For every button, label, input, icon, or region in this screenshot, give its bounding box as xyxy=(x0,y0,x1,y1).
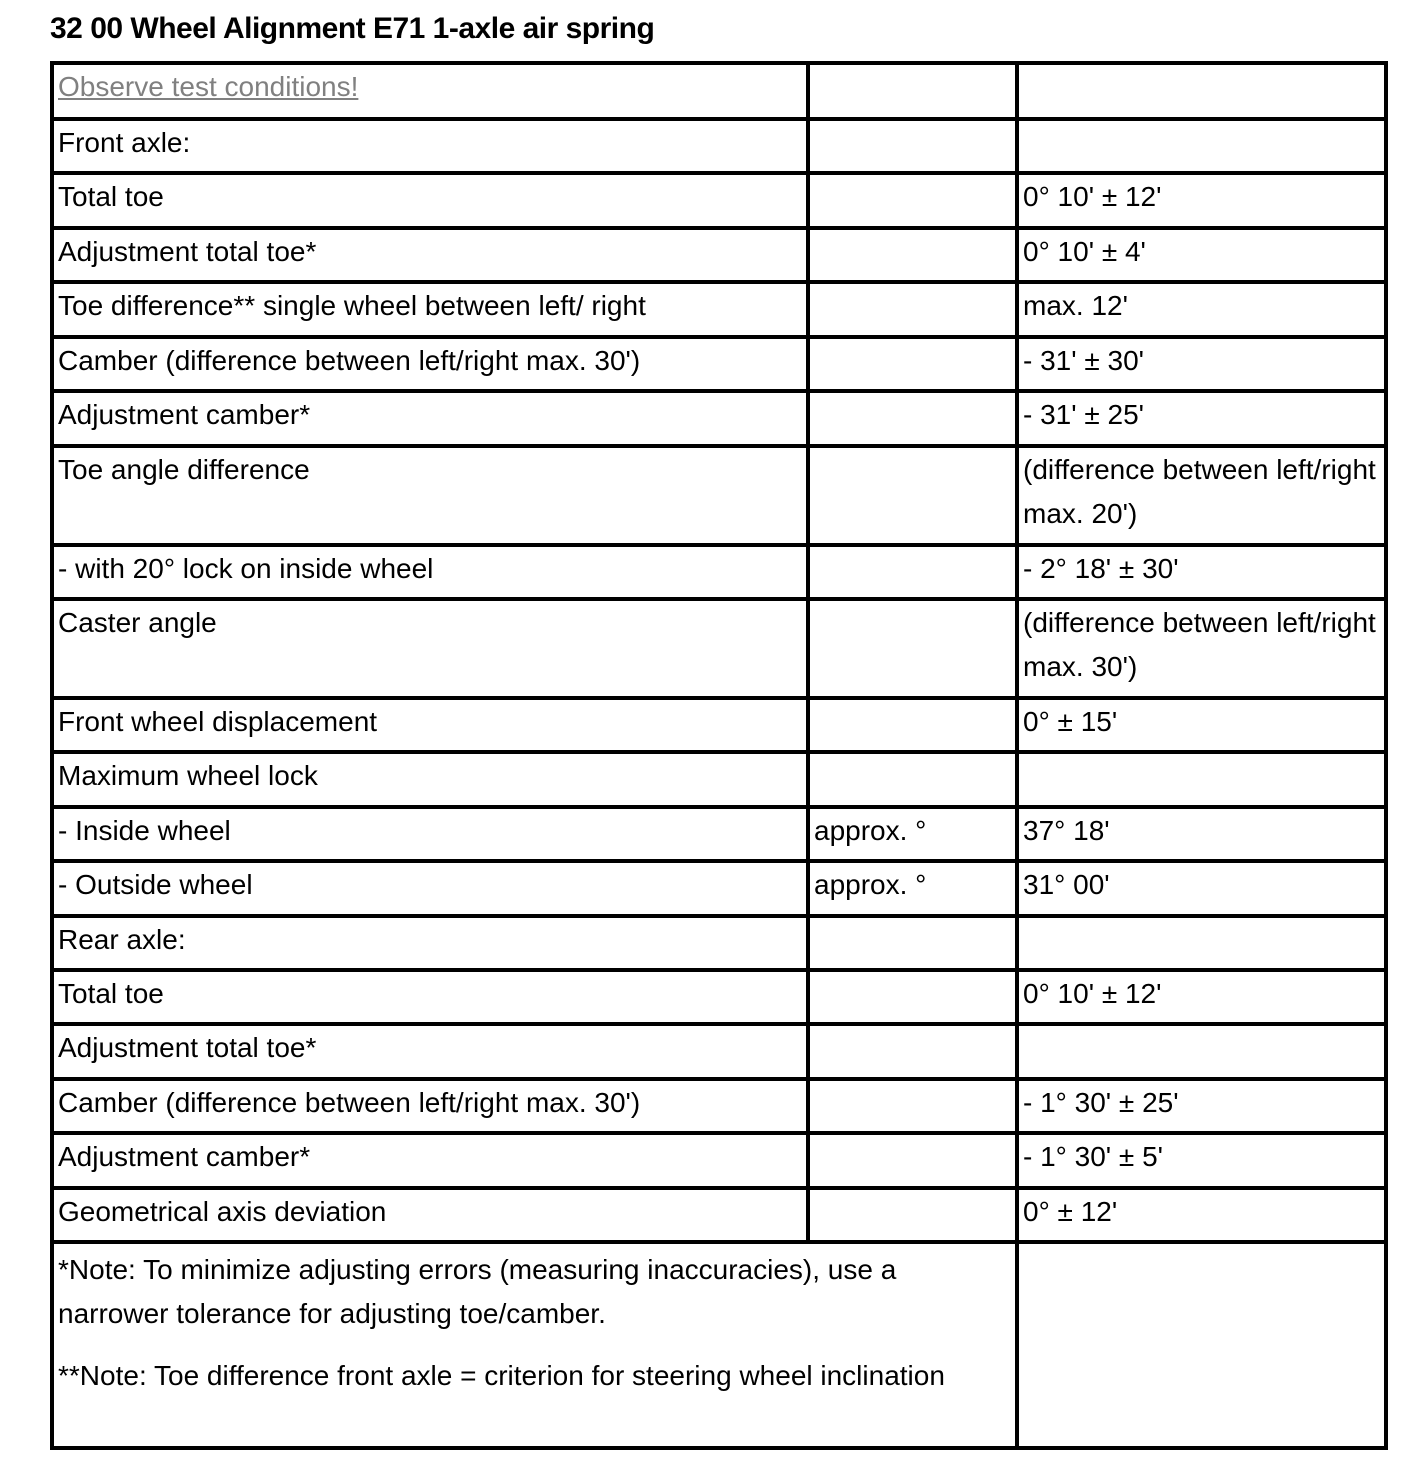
table-row: - with 20° lock on inside wheel - 2° 18' … xyxy=(50,543,1388,601)
label-cell: Toe angle difference xyxy=(50,444,810,547)
table-row: Rear axle: xyxy=(50,914,1388,972)
unit-cell xyxy=(806,968,1019,1026)
empty-cell xyxy=(1015,1240,1388,1450)
label-cell: Geometrical axis deviation xyxy=(50,1186,810,1244)
unit-cell: approx. ° xyxy=(806,859,1019,918)
value-cell: - 31' ± 30' xyxy=(1015,335,1388,393)
value-cell: 0° 10' ± 4' xyxy=(1015,226,1388,284)
table-row: Geometrical axis deviation 0° ± 12' xyxy=(50,1186,1388,1244)
label-cell: - with 20° lock on inside wheel xyxy=(50,543,810,601)
label-cell: Adjustment total toe* xyxy=(50,1022,810,1081)
table-row: Camber (difference between left/right ma… xyxy=(50,335,1388,393)
value-cell: 37° 18' xyxy=(1015,805,1388,863)
label-cell: Rear axle: xyxy=(50,914,810,972)
label-cell: Front wheel displacement xyxy=(50,696,810,754)
value-cell: - 2° 18' ± 30' xyxy=(1015,543,1388,601)
observe-test-conditions-link[interactable]: Observe test conditions! xyxy=(58,71,359,102)
unit-cell xyxy=(806,1022,1019,1081)
unit-cell xyxy=(806,597,1019,700)
table-row: Total toe 0° 10' ± 12' xyxy=(50,968,1388,1026)
label-cell: Total toe xyxy=(50,171,810,230)
unit-cell xyxy=(806,335,1019,393)
label-cell: - Inside wheel xyxy=(50,805,810,863)
note-text: **Note: Toe difference front axle = crit… xyxy=(58,1360,945,1391)
label-cell: Adjustment total toe* xyxy=(50,226,810,284)
unit-cell xyxy=(806,444,1019,547)
label-cell: Adjustment camber* xyxy=(50,1131,810,1190)
label-cell: Caster angle xyxy=(50,597,810,700)
value-cell: 0° ± 15' xyxy=(1015,696,1388,754)
value-cell: - 1° 30' ± 5' xyxy=(1015,1131,1388,1190)
table-row: Caster angle (difference between left/rig… xyxy=(50,597,1388,700)
table-row: Adjustment camber* - 31' ± 25' xyxy=(50,389,1388,448)
unit-cell xyxy=(806,226,1019,284)
table-row: Total toe 0° 10' ± 12' xyxy=(50,171,1388,230)
value-cell: 31° 00' xyxy=(1015,859,1388,918)
table-row: Front axle: xyxy=(50,117,1388,175)
value-cell xyxy=(1015,914,1388,972)
table-row: Front wheel displacement 0° ± 15' xyxy=(50,696,1388,754)
table-row: - Inside wheel approx. ° 37° 18' xyxy=(50,805,1388,863)
unit-cell xyxy=(806,1131,1019,1190)
value-cell: 0° ± 12' xyxy=(1015,1186,1388,1244)
unit-cell xyxy=(806,389,1019,448)
table-row: Adjustment camber* - 1° 30' ± 5' xyxy=(50,1131,1388,1190)
page-title: 32 00 Wheel Alignment E71 1-axle air spr… xyxy=(50,12,655,45)
value-cell: 0° 10' ± 12' xyxy=(1015,968,1388,1026)
value-cell: 0° 10' ± 12' xyxy=(1015,171,1388,230)
unit-cell xyxy=(806,750,1019,809)
unit-cell xyxy=(806,696,1019,754)
table-row: Maximum wheel lock xyxy=(50,750,1388,809)
label-cell: Toe difference** single wheel between le… xyxy=(50,280,810,339)
table-row: Adjustment total toe* xyxy=(50,1022,1388,1081)
note-text: *Note: To minimize adjusting errors (mea… xyxy=(58,1254,897,1329)
notes-cell: *Note: To minimize adjusting errors (mea… xyxy=(50,1240,1019,1450)
label-cell: Camber (difference between left/right ma… xyxy=(50,1077,810,1135)
value-cell: (difference between left/right max. 30') xyxy=(1015,597,1388,700)
value-cell xyxy=(1015,117,1388,175)
label-cell: Front axle: xyxy=(50,117,810,175)
value-cell: (difference between left/right max. 20') xyxy=(1015,444,1388,547)
unit-cell: approx. ° xyxy=(806,805,1019,863)
table-row: Adjustment total toe* 0° 10' ± 4' xyxy=(50,226,1388,284)
value-cell: - 1° 30' ± 25' xyxy=(1015,1077,1388,1135)
unit-cell xyxy=(806,1186,1019,1244)
table-row: Camber (difference between left/right ma… xyxy=(50,1077,1388,1135)
value-cell: max. 12' xyxy=(1015,280,1388,339)
label-cell: Camber (difference between left/right ma… xyxy=(50,335,810,393)
unit-cell xyxy=(806,914,1019,972)
label-cell: - Outside wheel xyxy=(50,859,810,918)
table-row: Toe angle difference (difference between … xyxy=(50,444,1388,547)
label-cell: Adjustment camber* xyxy=(50,389,810,448)
table-row: - Outside wheel approx. ° 31° 00' xyxy=(50,859,1388,918)
notes-row: *Note: To minimize adjusting errors (mea… xyxy=(50,1240,1388,1450)
unit-cell xyxy=(806,1077,1019,1135)
unit-cell xyxy=(806,543,1019,601)
value-cell xyxy=(1015,750,1388,809)
value-cell xyxy=(1015,61,1388,121)
unit-cell xyxy=(806,117,1019,175)
label-cell: Maximum wheel lock xyxy=(50,750,810,809)
unit-cell xyxy=(806,61,1019,121)
test-conditions-cell: Observe test conditions! xyxy=(50,61,810,121)
unit-cell xyxy=(806,280,1019,339)
table-row: Toe difference** single wheel between le… xyxy=(50,280,1388,339)
label-cell: Total toe xyxy=(50,968,810,1026)
value-cell xyxy=(1015,1022,1388,1081)
value-cell: - 31' ± 25' xyxy=(1015,389,1388,448)
unit-cell xyxy=(806,171,1019,230)
table-row: Observe test conditions! xyxy=(50,61,1388,121)
alignment-spec-table: Observe test conditions! Front axle: Tota… xyxy=(50,61,1388,1450)
